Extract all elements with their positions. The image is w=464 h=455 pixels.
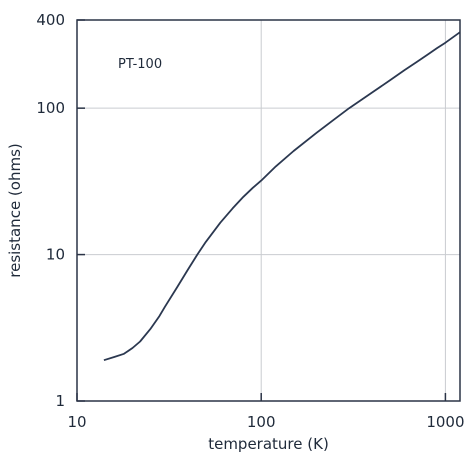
series-group — [103, 31, 461, 362]
y-tick-label: 10 — [46, 246, 65, 264]
grid-lines — [77, 20, 460, 401]
annotation-label: PT-100 — [118, 57, 162, 72]
y-tick-label: 400 — [36, 11, 65, 29]
x-tick-label: 10 — [67, 413, 86, 431]
series-line — [103, 31, 461, 362]
y-axis-label: resistance (ohms) — [6, 143, 24, 278]
y-tick-label: 1 — [55, 392, 65, 410]
x-tick-label: 100 — [247, 413, 276, 431]
y-tick-label: 100 — [36, 99, 65, 117]
x-axis-label: temperature (K) — [208, 435, 329, 453]
plot-frame — [76, 19, 461, 402]
x-tick-label: 1000 — [426, 413, 464, 431]
